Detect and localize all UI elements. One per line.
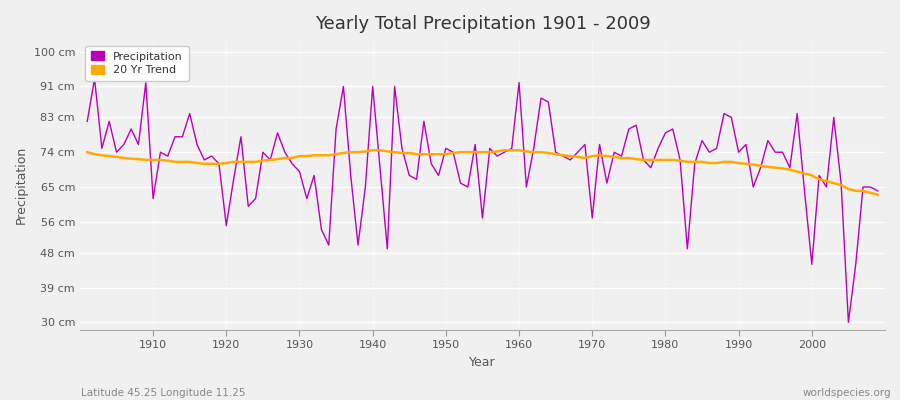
Precipitation <box>309 173 320 178</box>
20 Yr Trend <box>346 150 356 155</box>
20 Yr Trend <box>140 158 151 162</box>
Precipitation <box>148 196 158 201</box>
20 Yr Trend <box>367 148 378 153</box>
20 Yr Trend <box>521 149 532 154</box>
Precipitation <box>353 242 364 247</box>
Precipitation <box>514 80 525 85</box>
Text: Latitude 45.25 Longitude 11.25: Latitude 45.25 Longitude 11.25 <box>81 388 246 398</box>
20 Yr Trend <box>514 148 525 153</box>
20 Yr Trend <box>302 154 312 158</box>
Precipitation <box>82 119 93 124</box>
20 Yr Trend <box>872 192 883 197</box>
Precipitation <box>608 150 619 155</box>
20 Yr Trend <box>608 154 619 159</box>
Text: worldspecies.org: worldspecies.org <box>803 388 891 398</box>
Line: 20 Yr Trend: 20 Yr Trend <box>87 150 878 195</box>
Title: Yearly Total Precipitation 1901 - 2009: Yearly Total Precipitation 1901 - 2009 <box>315 15 651 33</box>
Line: Precipitation: Precipitation <box>87 79 878 322</box>
Legend: Precipitation, 20 Yr Trend: Precipitation, 20 Yr Trend <box>86 46 189 81</box>
X-axis label: Year: Year <box>469 356 496 369</box>
Precipitation <box>843 320 854 325</box>
Precipitation <box>521 185 532 190</box>
Y-axis label: Precipitation: Precipitation <box>15 146 28 224</box>
20 Yr Trend <box>82 150 93 155</box>
Precipitation <box>872 188 883 193</box>
Precipitation <box>89 76 100 81</box>
